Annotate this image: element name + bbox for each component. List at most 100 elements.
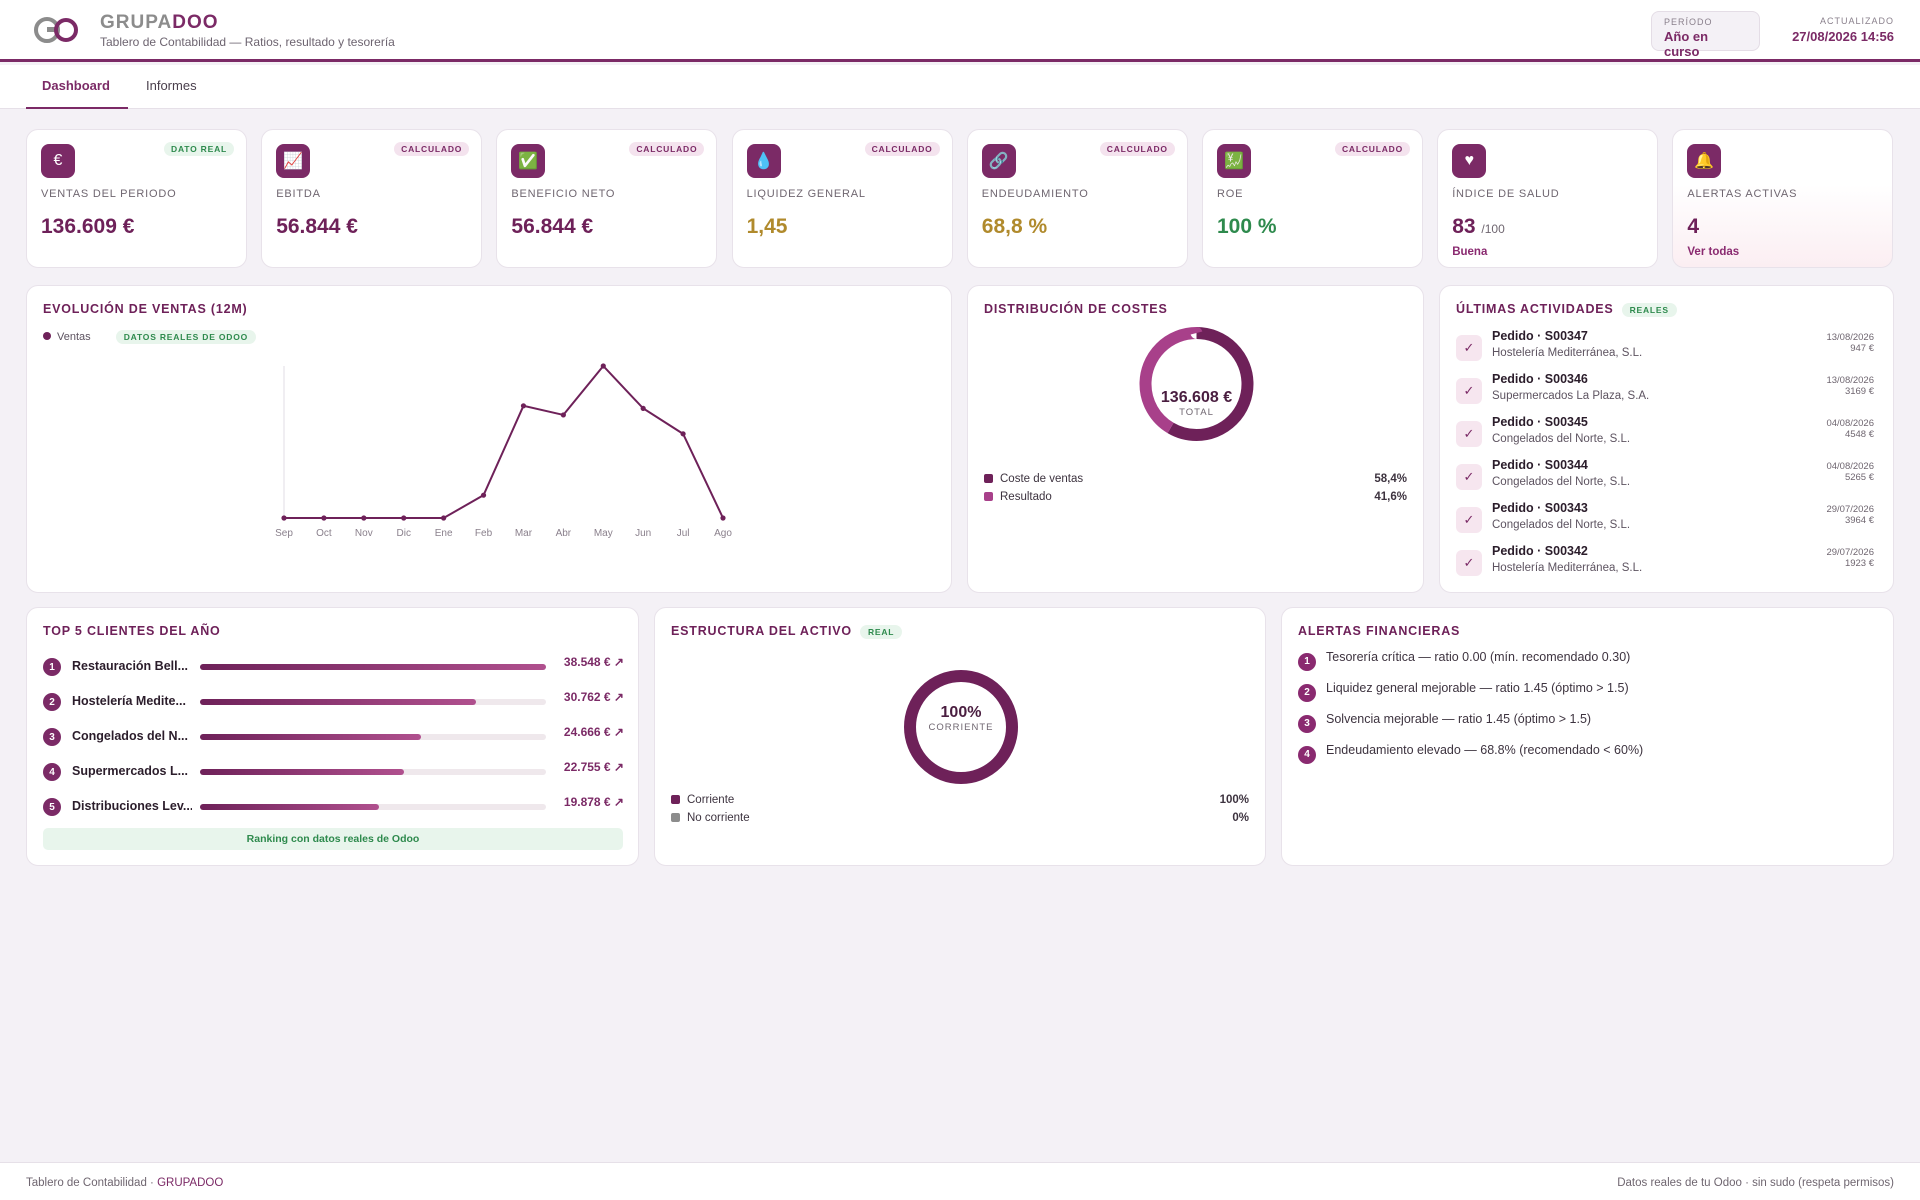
alert-item[interactable]: 2 Liquidez general mejorable — ratio 1.45… xyxy=(1298,681,1629,702)
activity-item[interactable]: ✓ Pedido · S00343 Congelados del Norte, … xyxy=(1456,501,1876,541)
alert-item[interactable]: 3 Solvencia mejorable — ratio 1.45 (óptim… xyxy=(1298,712,1591,733)
kpi-suffix: /100 xyxy=(1481,222,1505,236)
sales-evolution-card: EVOLUCIÓN DE VENTAS (12M) Ventas DATOS R… xyxy=(26,285,952,593)
x-tick-label: Abr xyxy=(556,528,572,539)
x-tick-label: Ene xyxy=(435,528,453,539)
bell-icon: 🔔 xyxy=(1687,144,1722,178)
client-name: Congelados del N... xyxy=(72,729,188,743)
alert-item[interactable]: 4 Endeudamiento elevado — 68.8% (recomend… xyxy=(1298,743,1643,764)
client-rank: 5 xyxy=(43,798,61,816)
alert-item[interactable]: 1 Tesorería crítica — ratio 0.00 (mín. re… xyxy=(1298,650,1630,671)
kpi-label: EBITDA xyxy=(276,188,321,200)
activity-item[interactable]: ✓ Pedido · S00346 Supermercados La Plaza… xyxy=(1456,372,1876,412)
legend-percent: 100% xyxy=(1219,794,1249,806)
kpi-badge: CALCULADO xyxy=(864,142,940,156)
data-point xyxy=(361,515,367,521)
check-mark-icon: ✅ xyxy=(511,144,546,178)
legend-percent: 41,6% xyxy=(1374,491,1407,503)
kpi-value: 1,45 xyxy=(746,215,788,238)
kpi-card[interactable]: 📈 CALCULADO EBITDA 56.844 € xyxy=(261,129,483,268)
activity-item[interactable]: ✓ Pedido · S00345 Congelados del Norte, … xyxy=(1456,415,1876,455)
client-bar-fill xyxy=(200,804,379,810)
client-bar-track xyxy=(200,664,546,670)
cost-total: 136.608 € TOTAL xyxy=(968,389,1425,418)
footer-left: Tablero de Contabilidad · GRUPADOO xyxy=(26,1177,224,1189)
kpi-card[interactable]: € DATO REAL VENTAS DEL PERIODO 136.609 € xyxy=(26,129,247,268)
asset-donut-chart xyxy=(904,670,1018,784)
kpi-card[interactable]: 🔗 CALCULADO ENDEUDAMIENTO 68,8 % xyxy=(966,129,1188,268)
x-tick-label: Mar xyxy=(515,528,533,539)
client-name: Supermercados L... xyxy=(72,764,189,778)
legend-label-ventas: Ventas xyxy=(57,330,91,343)
activity-date: 13/08/2026 3169 € xyxy=(1804,375,1874,397)
activity-title: Pedido · S00344 xyxy=(1492,458,1588,472)
data-point xyxy=(560,412,566,418)
sales-chart-title: EVOLUCIÓN DE VENTAS (12M) xyxy=(43,302,248,316)
activity-item[interactable]: ✓ Pedido · S00347 Hostelería Mediterráne… xyxy=(1456,329,1876,369)
client-row[interactable]: 5 Distribuciones Lev... 19.878 € ↗ xyxy=(43,794,624,820)
costs-title: DISTRIBUCIÓN DE COSTES xyxy=(984,302,1168,316)
cost-distribution-card: DISTRIBUCIÓN DE COSTES 136.608 € TOTAL C… xyxy=(967,285,1424,593)
cost-donut-chart xyxy=(1139,327,1254,441)
footer-right: Datos reales de tu Odoo · sin sudo (resp… xyxy=(1617,1177,1894,1189)
client-row[interactable]: 2 Hostelería Medite... 30.762 € ↗ xyxy=(43,689,624,715)
legend-swatch xyxy=(671,813,680,822)
client-bar-track xyxy=(200,734,546,740)
kpi-label: BENEFICIO NETO xyxy=(511,188,616,200)
alert-text: Solvencia mejorable — ratio 1.45 (óptimo… xyxy=(1326,712,1592,726)
kpi-card[interactable]: 💧 CALCULADO LIQUIDEZ GENERAL 1,45 xyxy=(731,129,953,268)
asset-center: 100% CORRIENTE xyxy=(655,704,1267,733)
client-rank: 2 xyxy=(43,693,61,711)
kpi-card[interactable]: 🔔 ALERTAS ACTIVAS 4 Ver todas xyxy=(1672,129,1894,268)
alert-text: Liquidez general mejorable — ratio 1.45 … xyxy=(1326,681,1629,695)
check-icon: ✓ xyxy=(1456,550,1482,576)
sales-line-chart: Sep Oct Nov Dic Ene Feb Mar Abr May Jun Jul Ago xyxy=(275,363,732,539)
app-header: GRUPADOO Tablero de Contabilidad — Ratio… xyxy=(0,0,1920,62)
updated-label: ACTUALIZADO xyxy=(1819,16,1894,26)
x-tick-label: Oct xyxy=(316,528,332,539)
check-icon: ✓ xyxy=(1456,421,1482,447)
kpi-card[interactable]: 💹 CALCULADO ROE 100 % xyxy=(1202,129,1423,268)
data-point xyxy=(640,405,646,412)
data-point xyxy=(600,363,606,369)
client-value: 38.548 € ↗ xyxy=(563,655,624,669)
footer-brand-link[interactable]: GRUPADOO xyxy=(157,1177,224,1189)
client-row[interactable]: 4 Supermercados L... 22.755 € ↗ xyxy=(43,759,624,785)
check-icon: ✓ xyxy=(1456,335,1482,361)
period-selector[interactable]: PERÍODO Año en curso xyxy=(1651,11,1760,59)
tab-informes[interactable]: Informes xyxy=(146,78,197,93)
asset-title: ESTRUCTURA DEL ACTIVO REAL xyxy=(671,624,903,639)
ranking-note: Ranking con datos reales de Odoo xyxy=(43,828,623,850)
client-row[interactable]: 3 Congelados del N... 24.666 € ↗ xyxy=(43,724,624,750)
brand-name: GRUPADOO xyxy=(100,12,219,33)
activity-title: Pedido · S00346 xyxy=(1492,372,1588,386)
client-rank: 4 xyxy=(43,763,61,781)
client-value: 30.762 € ↗ xyxy=(563,690,624,704)
activity-amount: 3169 € xyxy=(1844,386,1874,397)
legend-row: Corriente 100% xyxy=(671,794,1249,806)
activity-item[interactable]: ✓ Pedido · S00342 Hostelería Mediterráne… xyxy=(1456,544,1876,584)
chart-check-icon: 💹 xyxy=(1217,144,1251,178)
activity-item[interactable]: ✓ Pedido · S00344 Congelados del Norte, … xyxy=(1456,458,1876,498)
real-badge: REALES xyxy=(1621,302,1677,317)
kpi-label: ROE xyxy=(1217,188,1244,200)
activity-date: 29/07/2026 3964 € xyxy=(1804,504,1874,526)
x-tick-label: May xyxy=(594,528,613,539)
alert-number: 4 xyxy=(1298,746,1316,764)
asset-center-value: 100% xyxy=(940,704,982,721)
top-clients-card: TOP 5 CLIENTES DEL AÑO 1 Restauración Be… xyxy=(26,607,639,866)
top-clients-title: TOP 5 CLIENTES DEL AÑO xyxy=(43,624,221,638)
kpi-card[interactable]: ✅ CALCULADO BENEFICIO NETO 56.844 € xyxy=(496,129,718,268)
kpi-card[interactable]: ♥ ÍNDICE DE SALUD 83 /100 Buena xyxy=(1437,129,1659,268)
tab-dashboard[interactable]: Dashboard xyxy=(26,78,128,109)
x-tick-label: Jul xyxy=(677,528,690,539)
activity-title: Pedido · S00342 xyxy=(1492,544,1588,558)
legend-label: Resultado xyxy=(1000,491,1052,503)
legend-swatch xyxy=(984,492,993,501)
client-row[interactable]: 1 Restauración Bell... 38.548 € ↗ xyxy=(43,654,624,680)
legend-label: No corriente xyxy=(687,812,750,824)
real-data-badge: DATOS REALES DE ODOO xyxy=(115,330,257,344)
euro-icon: € xyxy=(41,144,75,178)
client-bar-track xyxy=(200,769,546,775)
kpi-sublabel[interactable]: Ver todas xyxy=(1687,246,1740,258)
